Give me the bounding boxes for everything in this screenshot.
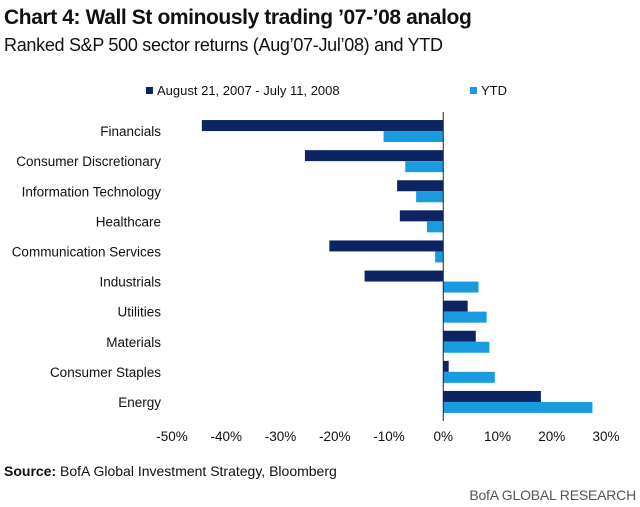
category-label: Communication Services [12, 244, 162, 259]
x-tick-label: -30% [265, 429, 297, 444]
bar-series1-4 [435, 251, 444, 263]
bar-series1-1 [405, 161, 444, 173]
x-tick-label: -10% [373, 429, 405, 444]
category-label: Information Technology [22, 184, 162, 199]
legend-swatch-0 [146, 87, 153, 94]
category-label: Energy [118, 395, 161, 410]
source-note: Source: BofA Global Investment Strategy,… [4, 463, 337, 479]
bar-chart: August 21, 2007 - July 11, 2008 YTD Finan… [12, 83, 620, 444]
bar-series1-7 [443, 341, 490, 353]
legend-label-1: YTD [481, 83, 507, 98]
source-text: BofA Global Investment Strategy, Bloombe… [56, 463, 337, 479]
bar-series0-0 [201, 120, 444, 132]
bar-series1-9 [443, 401, 593, 413]
x-tick-label: -50% [156, 429, 188, 444]
legend-swatch-1 [470, 87, 477, 94]
category-label: Healthcare [96, 214, 161, 229]
bar-series1-8 [443, 371, 495, 383]
brand-footer: BofA GLOBAL RESEARCH [469, 487, 636, 503]
x-tick-label: 20% [538, 429, 565, 444]
bar-series1-5 [443, 281, 479, 293]
bar-series1-6 [443, 311, 487, 323]
source-label: Source: [4, 463, 57, 479]
bar-series0-5 [364, 270, 444, 282]
chart-subtitle: Ranked S&P 500 sector returns (Aug’07-Ju… [4, 35, 443, 55]
bar-series0-4 [329, 240, 444, 252]
bar-series1-0 [383, 131, 444, 143]
chart-title: Chart 4: Wall St ominously trading ’07-’… [4, 6, 472, 29]
x-tick-label: 30% [592, 429, 619, 444]
legend-label-0: August 21, 2007 - July 11, 2008 [157, 83, 340, 98]
x-tick-label: -40% [210, 429, 242, 444]
bar-series0-3 [399, 210, 444, 222]
x-tick-label: 10% [484, 429, 511, 444]
bar-series0-2 [397, 180, 444, 192]
x-tick-label: -20% [319, 429, 351, 444]
category-label: Consumer Discretionary [16, 154, 161, 169]
bar-series1-2 [416, 191, 444, 203]
bar-series1-3 [426, 221, 444, 233]
bar-series0-1 [304, 150, 444, 162]
x-tick-label: 0% [433, 429, 453, 444]
category-label: Utilities [117, 305, 161, 320]
category-label: Materials [106, 335, 161, 350]
category-label: Industrials [99, 275, 161, 290]
bar-series0-6 [443, 300, 468, 312]
bar-series0-8 [443, 360, 449, 372]
bar-series0-7 [443, 330, 476, 342]
category-label: Consumer Staples [50, 365, 161, 380]
bar-series0-9 [443, 390, 541, 402]
category-label: Financials [100, 124, 161, 139]
